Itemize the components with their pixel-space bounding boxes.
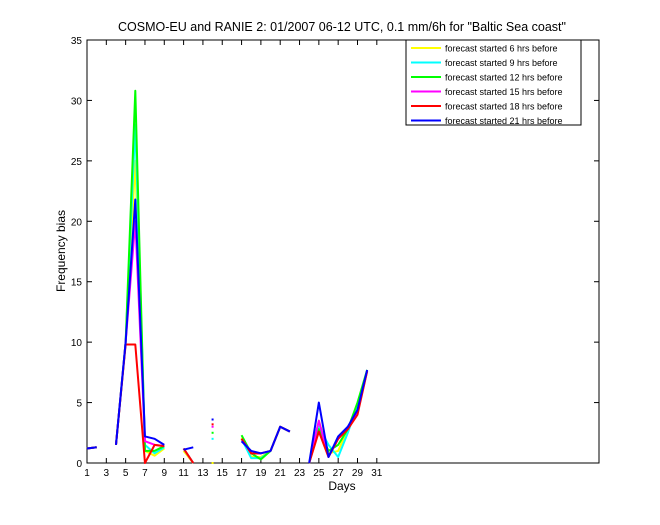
series-line-segment <box>182 447 195 464</box>
x-tick-label: 17 <box>236 468 248 479</box>
legend: forecast started 6 hrs before forecast st… <box>405 39 582 126</box>
y-axis: 0 5 10 15 20 25 30 35 <box>71 36 599 470</box>
series-line-segment <box>308 369 369 464</box>
series-line-segment <box>308 369 369 464</box>
x-tick-label: 19 <box>255 468 267 479</box>
x-tick-label: 31 <box>371 468 383 479</box>
series-line-segment <box>308 370 369 464</box>
legend-label: forecast started 9 hrs before <box>445 58 558 68</box>
x-tick-label: 29 <box>352 468 364 479</box>
legend-label: forecast started 15 hrs before <box>445 87 563 97</box>
x-tick-label: 27 <box>333 468 345 479</box>
x-tick-label: 21 <box>275 468 287 479</box>
legend-label: forecast started 12 hrs before <box>445 73 563 83</box>
series-line-segment <box>86 446 97 450</box>
y-tick-label: 35 <box>71 36 83 47</box>
x-tick-label: 5 <box>123 468 129 479</box>
x-tick-label: 13 <box>197 468 209 479</box>
y-tick-label: 20 <box>71 217 83 228</box>
y-tick-label: 10 <box>71 338 83 349</box>
x-tick-label: 15 <box>217 468 229 479</box>
y-tick-label: 0 <box>76 459 82 470</box>
y-axis-label: Frequency bias <box>54 210 68 292</box>
x-tick-label: 9 <box>162 468 168 479</box>
series-line-segment <box>240 425 291 455</box>
y-tick-label: 25 <box>71 157 83 168</box>
x-tick-label: 1 <box>84 468 90 479</box>
x-tick-label: 7 <box>142 468 148 479</box>
x-axis-label: Days <box>328 479 355 493</box>
y-tick-label: 5 <box>76 399 82 410</box>
y-tick-label: 30 <box>71 96 83 107</box>
x-tick-label: 25 <box>313 468 325 479</box>
legend-label: forecast started 18 hrs before <box>445 102 563 112</box>
x-tick-label: 3 <box>104 468 110 479</box>
series-6 <box>86 198 369 464</box>
x-tick-label: 11 <box>178 468 189 479</box>
legend-label: forecast started 6 hrs before <box>445 44 558 54</box>
series-lines <box>86 89 369 464</box>
series-line-segment <box>183 446 194 451</box>
legend-box <box>405 39 582 126</box>
x-axis: 1 3 5 7 9 11 13 15 17 19 21 23 25 27 29 31 <box>84 40 383 479</box>
series-line-segment <box>114 198 165 446</box>
chart-title: COSMO-EU and RANIE 2: 01/2007 06-12 UTC,… <box>118 20 566 34</box>
y-tick-label: 15 <box>71 278 83 289</box>
legend-label: forecast started 21 hrs before <box>445 116 563 126</box>
x-tick-label: 23 <box>294 468 306 479</box>
